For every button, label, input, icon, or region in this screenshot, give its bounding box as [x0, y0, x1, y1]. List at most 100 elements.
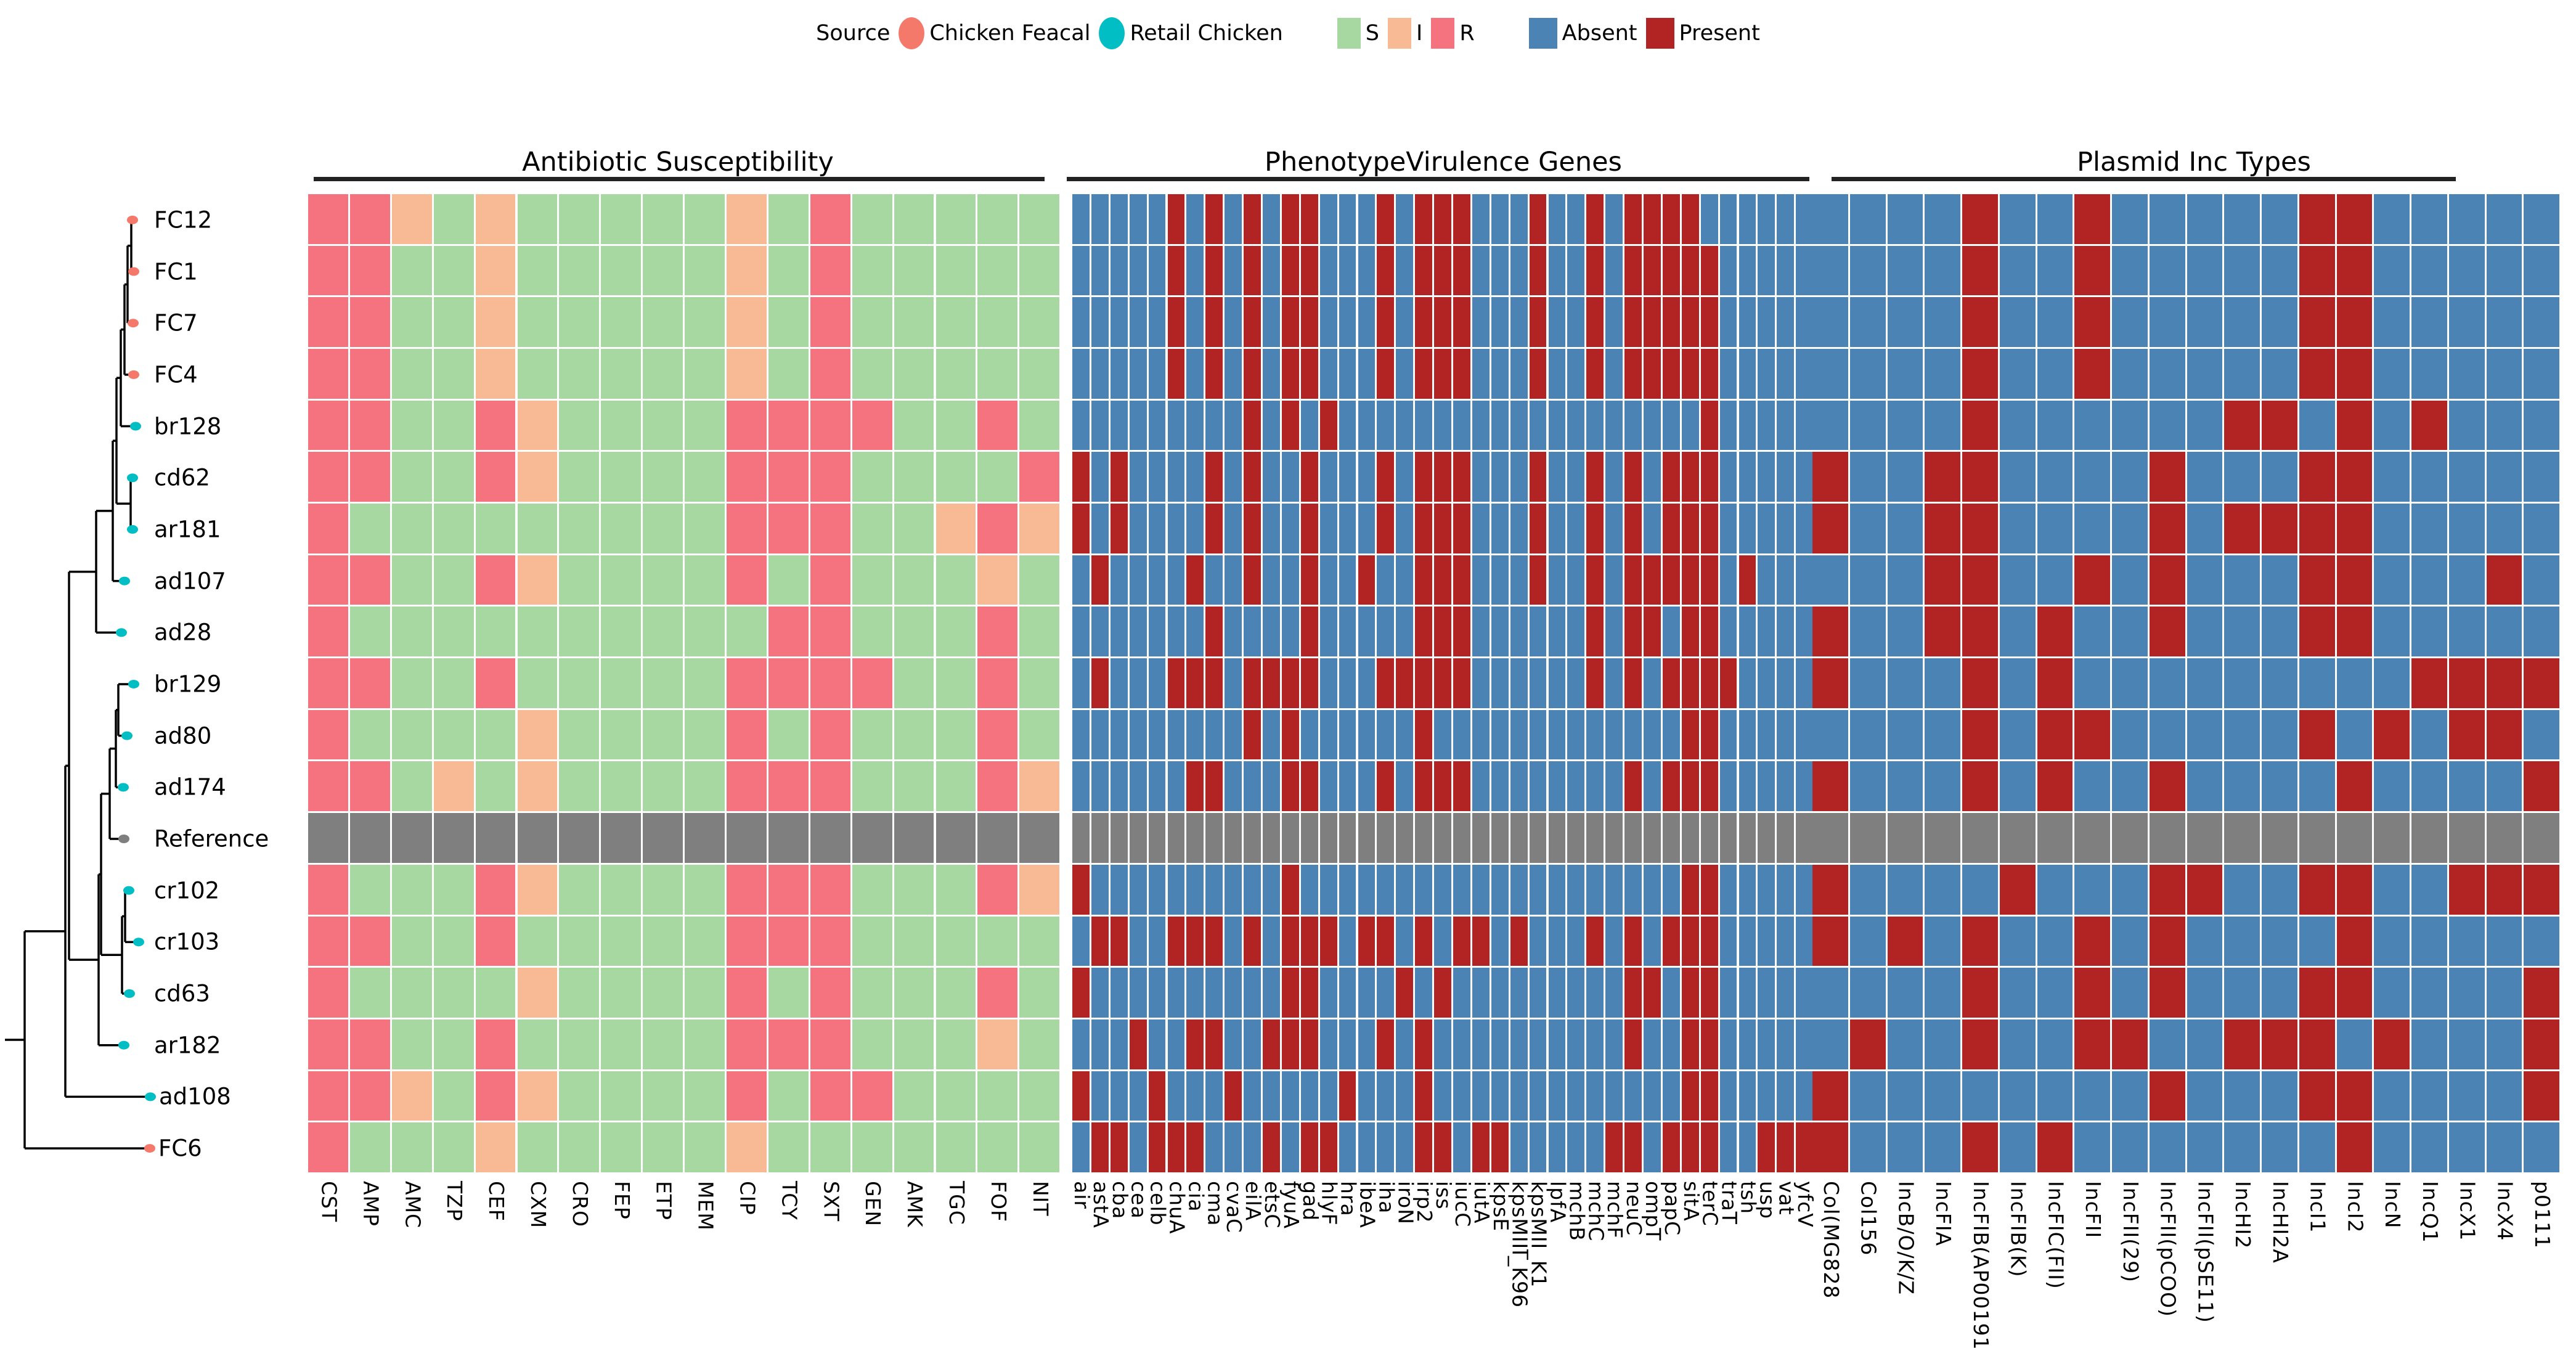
cell-br129-IncX1 [2448, 658, 2485, 708]
intermediate-swatch-icon [1388, 18, 1412, 49]
cell-FC4-TZP [433, 349, 474, 399]
cell-ad174-IncFII [2074, 761, 2110, 812]
cell-Reference-iucC [1453, 813, 1470, 863]
cell-ad80-lpfA [1548, 709, 1566, 760]
cell-cr102-IncX1 [2448, 864, 2485, 915]
cell-FC6-papC [1662, 1122, 1680, 1172]
cell-ar181-gad [1300, 504, 1318, 553]
cell-Reference-eilA [1244, 813, 1261, 863]
cell-ar181-MEM [685, 504, 725, 553]
cell-ar181-IncHI2A [2262, 504, 2297, 553]
cell-ar182-hra [1339, 1019, 1356, 1069]
cell-cr102-IncFII(29) [2112, 864, 2148, 915]
cell-FC7-iroN [1396, 297, 1414, 348]
col-label-sitA: sitA [1679, 1181, 1703, 1222]
cell-cr102-vat [1777, 864, 1795, 915]
legend-item-present: Present [1645, 18, 1760, 49]
cell-FC6-TZP [433, 1122, 474, 1172]
cell-ad174-IncI2 [2336, 761, 2373, 812]
cell-ad174-CIP [727, 761, 767, 812]
cell-ar181-ompT [1644, 504, 1661, 553]
cell-cr103-IncFIB(AP00191 [1962, 916, 1998, 966]
cell-cr102-celb [1148, 864, 1166, 915]
cell-FC1-TZP [433, 245, 474, 296]
cell-br128-TGC [935, 400, 976, 451]
cell-FC7-kpsMII_K1 [1529, 297, 1547, 348]
cell-ad80-TGC [935, 709, 976, 760]
title-underline-3 [1832, 177, 2456, 181]
cell-FC6-gad [1300, 1122, 1318, 1172]
cell-FC6-GEN [852, 1122, 892, 1172]
cell-ad28-AMP [349, 607, 390, 657]
cell-ad80-kpsMIII_K96 [1510, 709, 1528, 760]
tree-tip-Reference [118, 835, 129, 843]
cell-ad80-IncB/O/K/Z [1887, 709, 1923, 760]
cell-ad80-gad [1300, 709, 1318, 760]
cell-br129-vat [1777, 658, 1795, 708]
cell-br128-etsC [1263, 400, 1280, 451]
cell-br128-Col156 [1849, 400, 1886, 451]
cell-br129-cma [1205, 658, 1223, 708]
cell-ad107-yfcV [1796, 555, 1814, 605]
cell-ar181-iutA [1472, 504, 1490, 553]
cell-ad107-IncFIB(K) [1999, 555, 2036, 605]
cell-ad28-AMC [391, 607, 432, 657]
cell-ar181-IncI2 [2336, 504, 2373, 553]
cell-FC1-iroN [1396, 245, 1414, 296]
cell-cr103-FOF [977, 916, 1018, 966]
cell-ad28-cba [1110, 607, 1128, 657]
cell-FC12-TCY [768, 194, 809, 244]
cell-ad108-hlyF [1319, 1071, 1337, 1121]
cell-ad80-usp [1758, 709, 1775, 760]
cell-FC7-kpsE [1491, 297, 1509, 348]
cell-ar182-ompT [1644, 1019, 1661, 1069]
cell-ar181-iroN [1396, 504, 1414, 553]
cell-FC1-p0111 [2524, 245, 2559, 296]
tree-tip-cr103 [133, 937, 144, 947]
cell-cd63-iutA [1472, 968, 1490, 1018]
cell-cr102-ompT [1644, 864, 1661, 915]
cell-FC7-IncX1 [2448, 297, 2485, 348]
cell-ad28-IncFIC(FII) [2037, 607, 2073, 657]
cell-ad107-kpsE [1491, 555, 1509, 605]
cell-cd62-IncB/O/K/Z [1887, 452, 1923, 502]
cell-ar181-Col(MG828 [1812, 504, 1848, 553]
cell-cd63-iss [1434, 968, 1451, 1018]
cell-FC6-terC [1700, 1122, 1718, 1172]
col-label-CRO: CRO [568, 1181, 592, 1227]
cell-FC6-IncFIA [1925, 1122, 1960, 1172]
cell-ad107-FEP [601, 555, 642, 605]
cell-FC4-traT [1719, 349, 1737, 399]
cell-ad108-IncFIB(AP00191 [1962, 1071, 1998, 1121]
cell-ar181-Col156 [1849, 504, 1886, 553]
cell-FC1-ibeA [1358, 245, 1376, 296]
cell-cr103-IncFIC(FII) [2037, 916, 2073, 966]
cell-cd63-AMC [391, 968, 432, 1018]
cell-br129-iha [1377, 658, 1395, 708]
cell-br129-IncFII(29) [2112, 658, 2148, 708]
phylogenetic-tree [5, 215, 156, 1153]
cell-FC4-GEN [852, 349, 892, 399]
cell-cr102-CIP [727, 864, 767, 915]
cell-cr103-etsC [1263, 916, 1280, 966]
row-label-ad28: ad28 [154, 619, 212, 646]
cell-ad28-cvaC [1225, 607, 1242, 657]
cell-FC7-ompT [1644, 297, 1661, 348]
cell-FC6-air [1072, 1122, 1090, 1172]
cell-ad174-AMP [349, 761, 390, 812]
cell-br129-tsh [1738, 658, 1756, 708]
cell-cd63-TCY [768, 968, 809, 1018]
cell-cr102-SXT [810, 864, 850, 915]
cell-cd62-IncX1 [2448, 452, 2485, 502]
cell-FC7-iha [1377, 297, 1395, 348]
cell-cr103-astA [1091, 916, 1109, 966]
cell-ad107-gad [1300, 555, 1318, 605]
col-label-ETP: ETP [651, 1181, 676, 1220]
cell-br128-AMK [894, 400, 934, 451]
cell-ad174-ibeA [1358, 761, 1376, 812]
cell-FC6-AMP [349, 1122, 390, 1172]
cell-ad108-IncFII(29) [2112, 1071, 2148, 1121]
cell-cr102-sitA [1681, 864, 1699, 915]
cell-FC1-IncFIC(FII) [2037, 245, 2073, 296]
cell-ad80-AMC [391, 709, 432, 760]
